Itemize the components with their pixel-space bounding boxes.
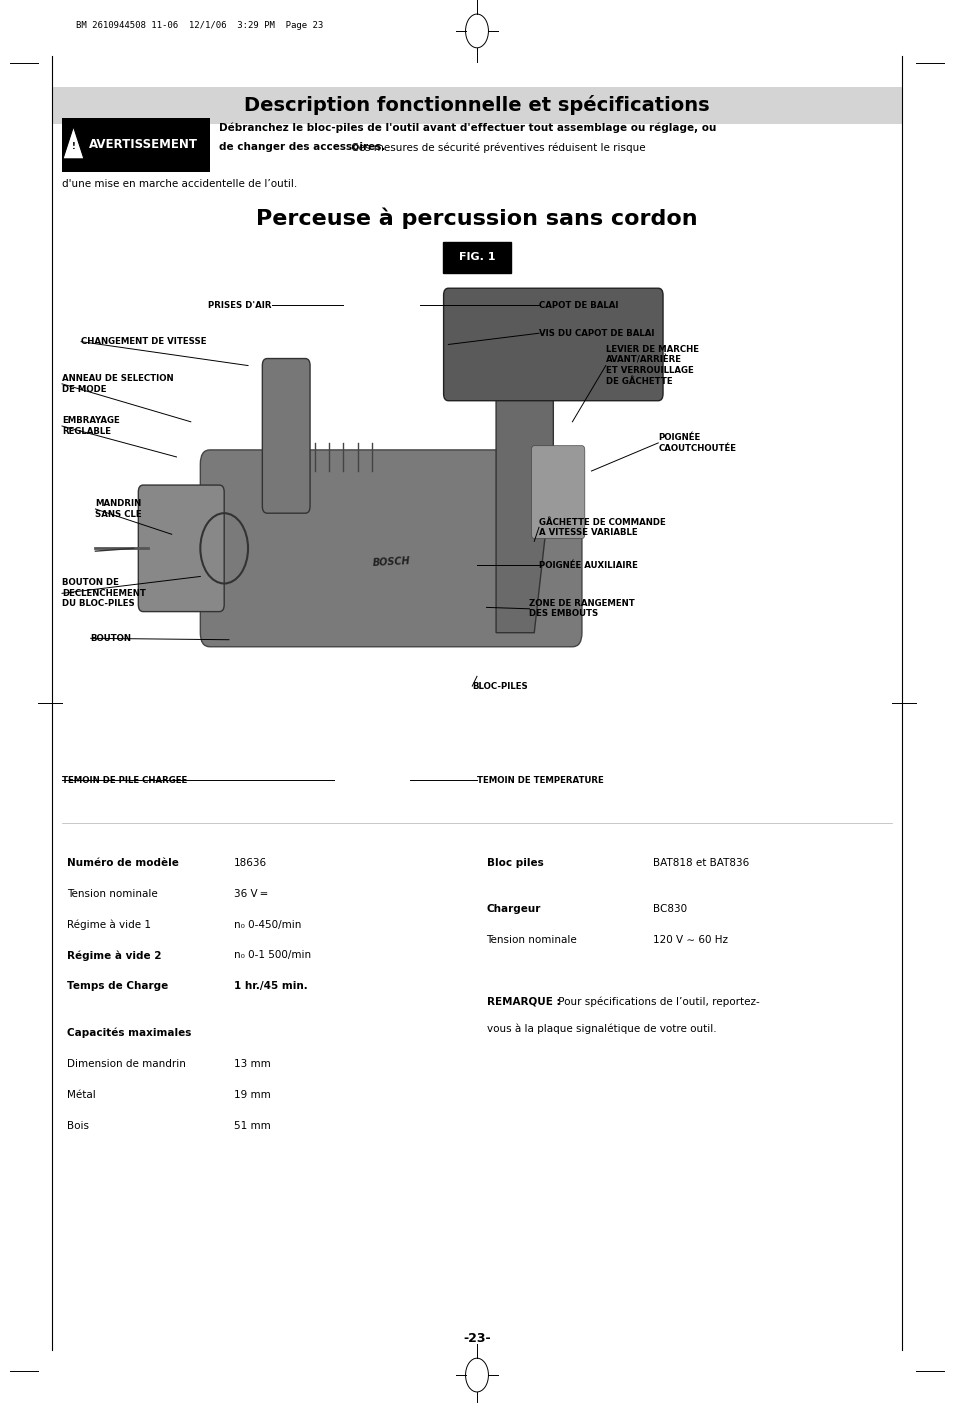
Text: Capacités maximales: Capacités maximales [67,1028,191,1038]
FancyBboxPatch shape [62,118,210,172]
Text: n₀ 0-1 500/min: n₀ 0-1 500/min [233,950,311,960]
Text: Métal: Métal [67,1090,95,1099]
Text: Régime à vide 1: Régime à vide 1 [67,920,151,929]
Text: Numéro de modèle: Numéro de modèle [67,858,178,868]
Text: 1 hr./45 min.: 1 hr./45 min. [233,981,307,991]
Text: 120 V ∼ 60 Hz: 120 V ∼ 60 Hz [653,935,728,945]
Text: Tension nominale: Tension nominale [67,889,157,898]
Text: Pour spécifications de l’outil, reportez-: Pour spécifications de l’outil, reportez… [555,997,760,1007]
Text: BM 2610944508 11-06  12/1/06  3:29 PM  Page 23: BM 2610944508 11-06 12/1/06 3:29 PM Page… [76,21,323,30]
Text: POIGNÉE AUXILIAIRE: POIGNÉE AUXILIAIRE [538,561,638,569]
Text: n₀ 0-450/min: n₀ 0-450/min [233,920,301,929]
Text: TEMOIN DE TEMPERATURE: TEMOIN DE TEMPERATURE [476,776,603,785]
Text: CHANGEMENT DE VITESSE: CHANGEMENT DE VITESSE [81,337,207,346]
Text: FIG. 1: FIG. 1 [458,252,495,263]
Text: BC830: BC830 [653,904,687,914]
Text: Chargeur: Chargeur [486,904,540,914]
Text: Temps de Charge: Temps de Charge [67,981,168,991]
Text: ZONE DE RANGEMENT
DES EMBOUTS: ZONE DE RANGEMENT DES EMBOUTS [529,599,635,619]
Text: de changer des accessoires.: de changer des accessoires. [219,142,385,152]
Text: Dimension de mandrin: Dimension de mandrin [67,1059,186,1069]
Text: 36 V ═: 36 V ═ [233,889,267,898]
Text: REMARQUE :: REMARQUE : [486,997,559,1007]
Text: vous à la plaque signalétique de votre outil.: vous à la plaque signalétique de votre o… [486,1024,716,1033]
Text: ANNEAU DE SELECTION
DE MODE: ANNEAU DE SELECTION DE MODE [62,374,173,394]
Text: Bois: Bois [67,1121,89,1130]
Text: Perceuse à percussion sans cordon: Perceuse à percussion sans cordon [256,207,697,229]
Text: PRISES D'AIR: PRISES D'AIR [208,301,272,309]
FancyBboxPatch shape [138,485,224,612]
Text: LEVIER DE MARCHE
AVANT/ARRIÈRE
ET VERROUILLAGE
DE GÂCHETTE: LEVIER DE MARCHE AVANT/ARRIÈRE ET VERROU… [605,346,698,385]
Text: Tension nominale: Tension nominale [486,935,577,945]
FancyBboxPatch shape [200,450,581,647]
Text: MANDRIN
SANS CLE: MANDRIN SANS CLE [95,499,142,519]
FancyBboxPatch shape [442,242,511,273]
Text: BOUTON DE
DECLENCHEMENT
DU BLOC-PILES: BOUTON DE DECLENCHEMENT DU BLOC-PILES [62,578,146,609]
Text: d'une mise en marche accidentelle de l’outil.: d'une mise en marche accidentelle de l’o… [62,179,297,188]
Text: 51 mm: 51 mm [233,1121,271,1130]
FancyBboxPatch shape [531,446,584,538]
Text: !: ! [71,142,75,150]
Text: POIGNÉE
CAOUTCHOUTÉE: POIGNÉE CAOUTCHOUTÉE [658,433,736,453]
Text: BOUTON: BOUTON [91,634,132,643]
Text: CAPOT DE BALAI: CAPOT DE BALAI [538,301,618,309]
Text: Débranchez le bloc-piles de l'outil avant d'effectuer tout assemblage ou réglage: Débranchez le bloc-piles de l'outil avan… [219,122,716,132]
Text: BOSCH: BOSCH [372,557,410,568]
FancyBboxPatch shape [262,359,310,513]
Text: 18636: 18636 [233,858,267,868]
Text: 13 mm: 13 mm [233,1059,271,1069]
Text: 19 mm: 19 mm [233,1090,271,1099]
Text: -23-: -23- [463,1331,490,1346]
Text: BAT818 et BAT836: BAT818 et BAT836 [653,858,749,868]
Text: TEMOIN DE PILE CHARGEE: TEMOIN DE PILE CHARGEE [62,776,187,785]
Text: AVERTISSEMENT: AVERTISSEMENT [89,138,197,152]
Text: EMBRAYAGE
REGLABLE: EMBRAYAGE REGLABLE [62,416,120,436]
FancyBboxPatch shape [443,288,662,401]
Text: BLOC-PILES: BLOC-PILES [472,682,527,690]
PathPatch shape [496,309,648,633]
FancyBboxPatch shape [114,288,839,808]
Text: Régime à vide 2: Régime à vide 2 [67,950,161,960]
FancyBboxPatch shape [52,87,901,124]
Polygon shape [63,127,84,159]
Text: Ces mesures de sécurité préventives réduisent le risque: Ces mesures de sécurité préventives rédu… [348,142,645,152]
Text: VIS DU CAPOT DE BALAI: VIS DU CAPOT DE BALAI [538,329,654,337]
Text: GÂCHETTE DE COMMANDE
A VITESSE VARIABLE: GÂCHETTE DE COMMANDE A VITESSE VARIABLE [538,517,665,537]
Text: Bloc piles: Bloc piles [486,858,542,868]
Text: Description fonctionnelle et spécifications: Description fonctionnelle et spécificati… [244,96,709,115]
